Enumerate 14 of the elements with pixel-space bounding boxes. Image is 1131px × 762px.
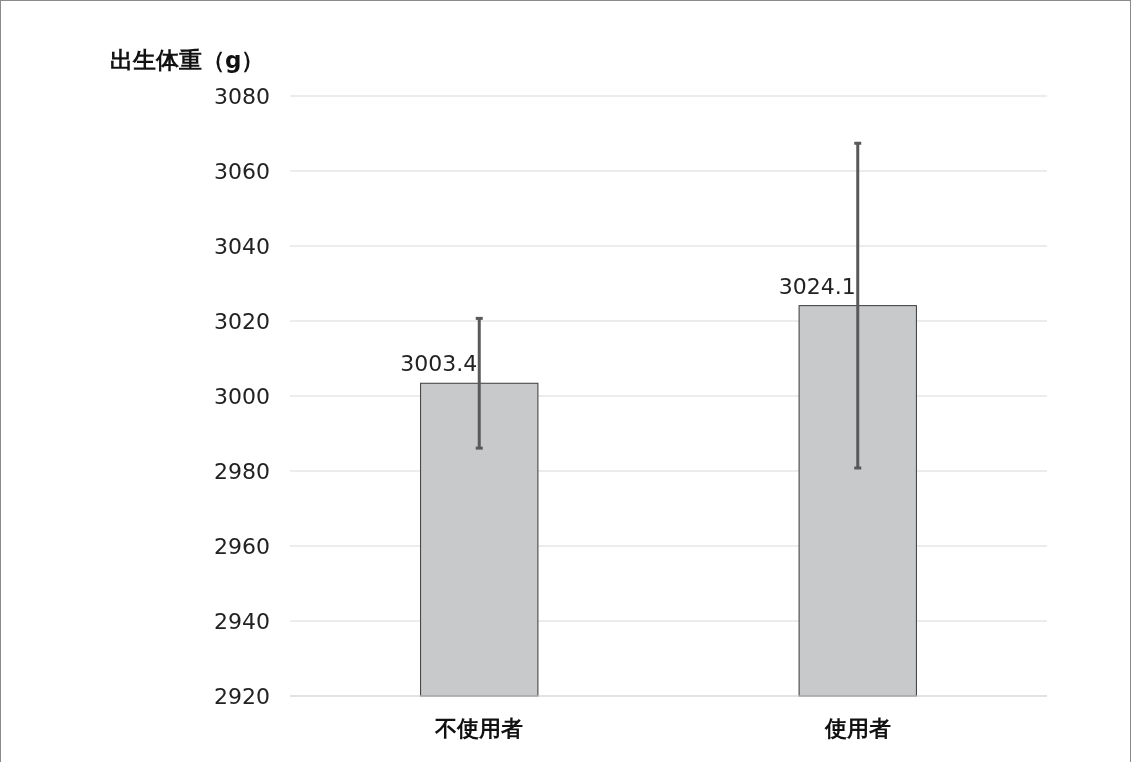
y-tick-label: 3000	[214, 383, 270, 409]
y-tick-label: 2980	[214, 458, 270, 484]
y-tick-label: 3040	[214, 233, 270, 259]
y-tick-label: 3080	[214, 83, 270, 109]
x-tick-label: 使用者	[823, 716, 891, 741]
y-tick-label: 2960	[214, 533, 270, 559]
y-tick-label: 2920	[214, 683, 270, 709]
x-tick-label: 不使用者	[434, 716, 524, 741]
y-tick-label: 3060	[214, 158, 270, 184]
data-label: 3024.1	[778, 273, 856, 299]
y-tick-label: 3020	[214, 308, 270, 334]
y-tick-label: 2940	[214, 608, 270, 634]
data-label: 3003.4	[400, 351, 478, 377]
y-axis-title: 出生体重（g）	[110, 47, 265, 73]
